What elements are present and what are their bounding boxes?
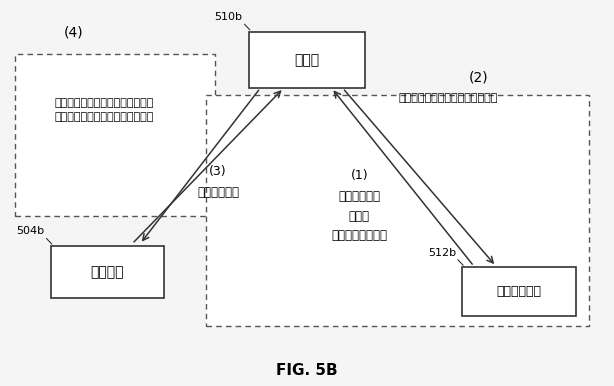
Text: ユーザアカウント: ユーザアカウント xyxy=(331,229,387,242)
Text: (4): (4) xyxy=(64,26,84,40)
Text: (3): (3) xyxy=(209,165,227,178)
Text: 504b: 504b xyxy=(17,227,44,236)
Bar xyxy=(462,267,576,316)
Bar xyxy=(50,246,164,298)
Text: FIG. 5B: FIG. 5B xyxy=(276,363,338,378)
Text: (2): (2) xyxy=(469,70,489,84)
Bar xyxy=(15,54,215,216)
Text: (1): (1) xyxy=(351,169,368,182)
Text: 互换性があるコンテンツ消費材料
と関連付けられた通信および情報: 互换性があるコンテンツ消費材料 と関連付けられた通信および情報 xyxy=(55,98,154,122)
Text: 512b: 512b xyxy=(428,248,456,258)
Bar xyxy=(206,95,589,326)
Text: 510b: 510b xyxy=(214,12,243,22)
Text: デバイスＩＤ: デバイスＩＤ xyxy=(338,190,380,203)
Text: および: および xyxy=(349,210,370,223)
Text: データベース: データベース xyxy=(496,285,542,298)
Text: オンにされた: オンにされた xyxy=(197,186,239,200)
Text: サーバ: サーバ xyxy=(295,53,319,67)
Bar xyxy=(249,32,365,88)
Text: 互换性があるコンテンツ消費材料: 互换性があるコンテンツ消費材料 xyxy=(398,93,498,103)
Text: デバイス: デバイス xyxy=(91,265,124,279)
